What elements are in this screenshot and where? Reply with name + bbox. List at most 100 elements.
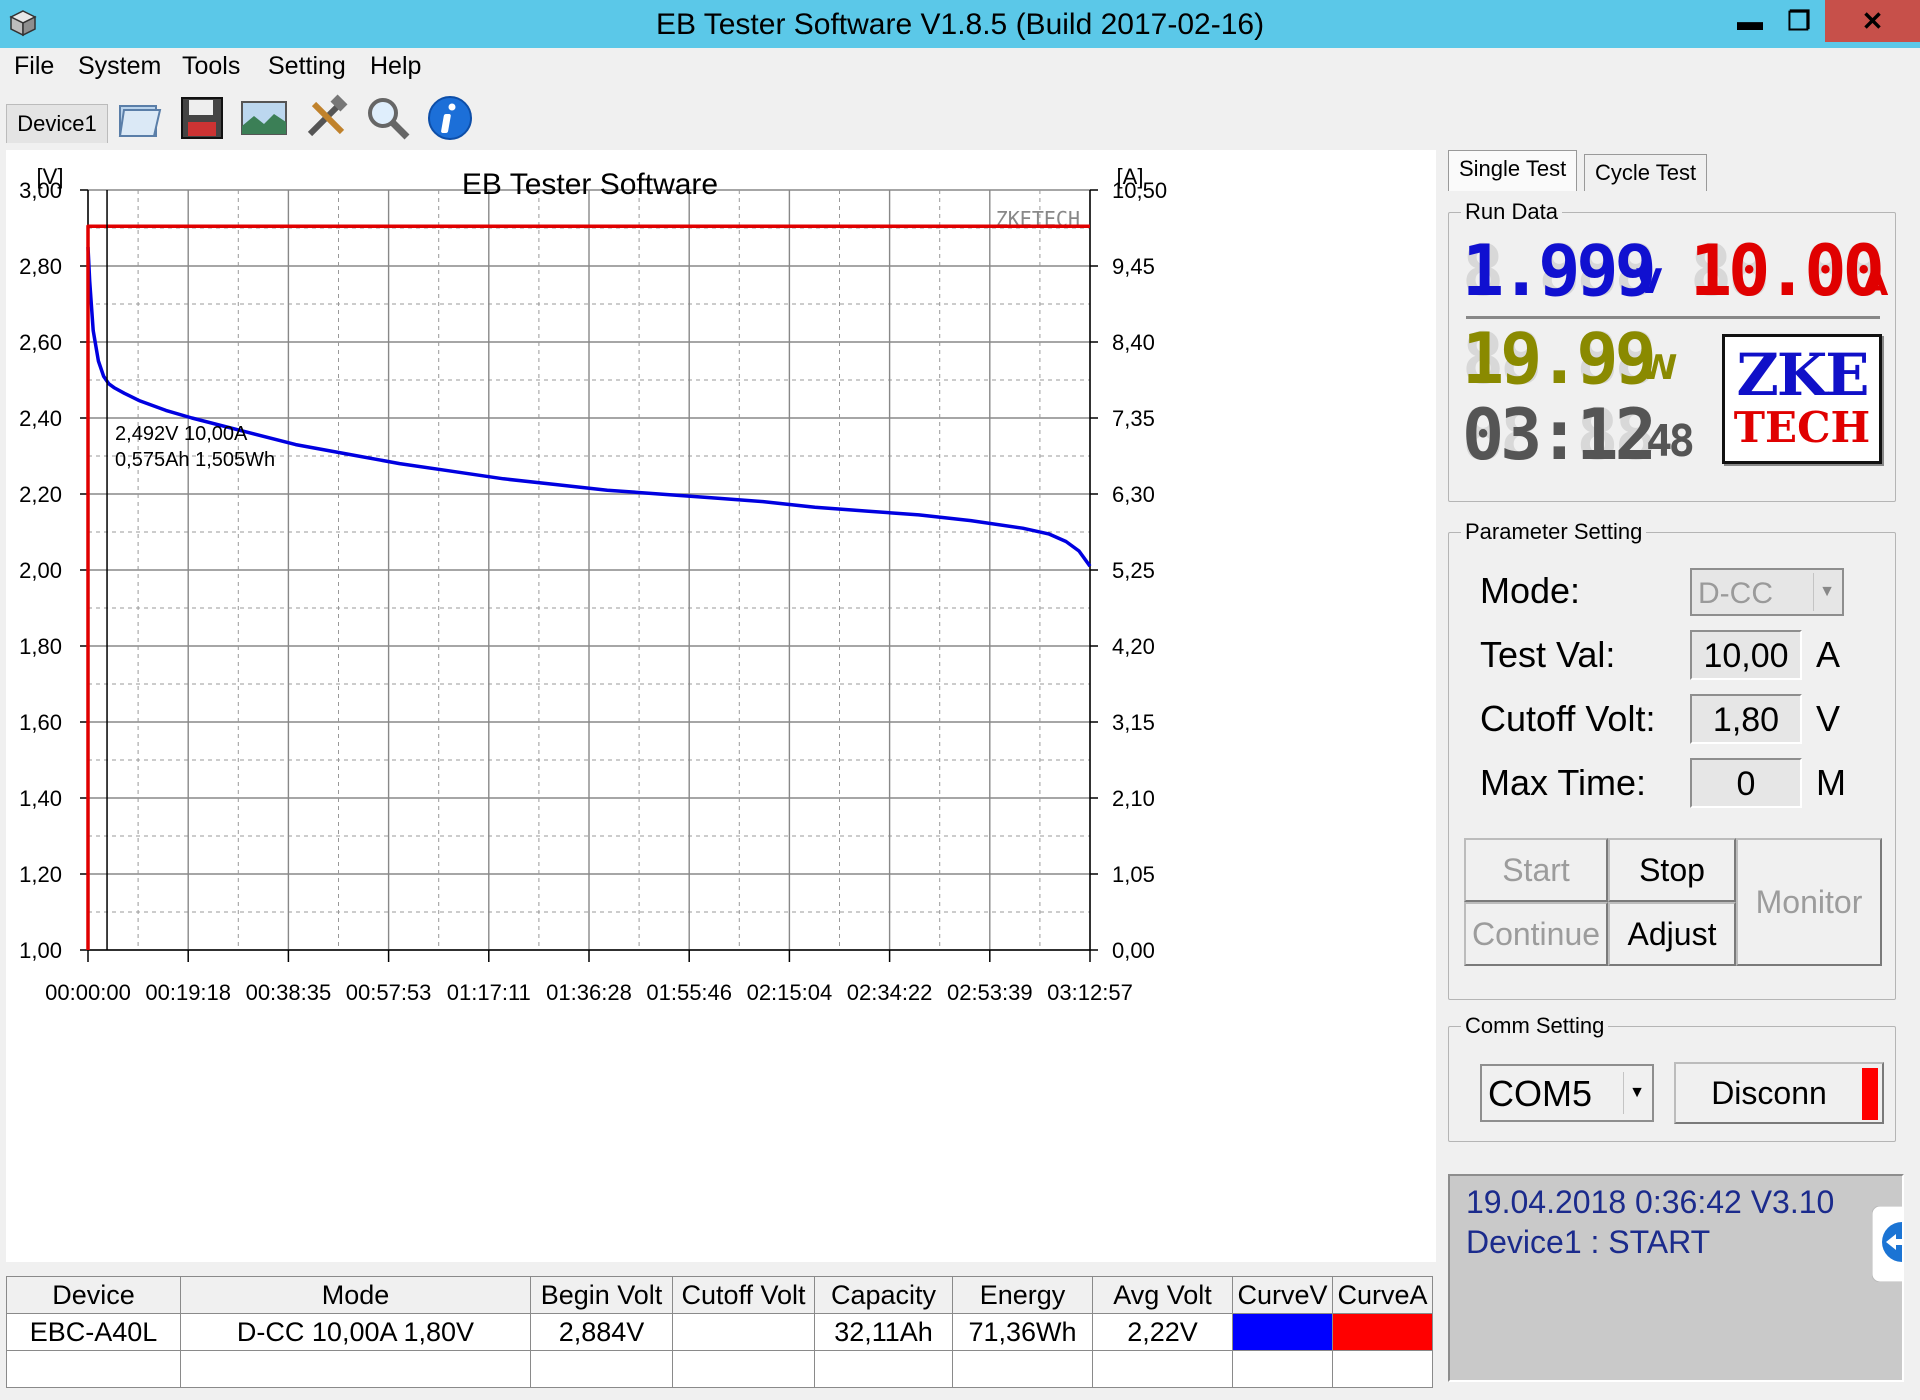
voltage-unit: V [1636,262,1663,302]
window-title: EB Tester Software V1.8.5 (Build 2017-02… [655,8,1265,41]
series-line-current [86,224,1090,950]
current-readout: 10.00 [1690,230,1885,312]
disconnect-button[interactable]: Disconn [1674,1062,1884,1124]
y-right-tick-label: 10,50 [1112,178,1167,203]
max-time-input[interactable]: 0 [1690,758,1802,808]
com-port-select[interactable]: COM5 ▼ [1480,1064,1654,1122]
run-data-divider [1466,316,1880,319]
menu-tools[interactable]: Tools [182,52,241,80]
chart-panel: 3,00 2,80 2,60 2,40 2,20 2,00 1,80 1,60 1,40 1,20… [6,150,1436,1262]
x-tick-label: 02:15:04 [747,980,833,1005]
column-header[interactable]: Mode [180,1276,531,1314]
log-line-status: Device1 : START [1466,1224,1711,1260]
cell-mode: D-CC 10,00A 1,80V [180,1313,531,1351]
maximize-button[interactable]: ❐ [1787,5,1811,36]
column-header[interactable]: Avg Volt [1092,1276,1233,1314]
x-tick-label: 00:00:00 [45,980,131,1005]
power-unit: W [1640,348,1678,388]
parameter-setting-group: Parameter Setting [1448,519,1896,1000]
toolbar: Device1 [0,90,1920,146]
log-line-timestamp: 19.04.2018 0:36:42 V3.10 [1466,1184,1835,1220]
y-right-axis-label: [A] [1117,164,1144,189]
cell-capacity: 32,11Ah [814,1313,953,1351]
image-icon[interactable] [238,92,290,144]
series-line-voltage [86,246,1092,568]
x-tick-label: 01:17:11 [447,980,531,1005]
column-header[interactable]: Cutoff Volt [672,1276,815,1314]
chart: 3,00 2,80 2,60 2,40 2,20 2,00 1,80 1,60 1,40 1,20… [19,164,1167,1005]
table-header-row: Device Mode Begin Volt Cutoff Volt Capac… [6,1276,1433,1314]
status-log: 19.04.2018 0:36:42 V3.10 Device1 : START [1448,1174,1904,1382]
menu-help[interactable]: Help [370,52,422,80]
stop-button[interactable]: Stop [1608,838,1736,902]
cell-empty [180,1350,531,1388]
com-port-value: COM5 [1488,1073,1593,1114]
adjust-button[interactable]: Adjust [1608,902,1736,966]
mode-select[interactable]: D-CC ▼ [1690,568,1844,616]
cursor-label-line2: 0,575Ah 1,505Wh [115,449,275,471]
device-tab[interactable]: Device1 [6,104,108,143]
monitor-button[interactable]: Monitor [1736,838,1882,966]
tab-single-test[interactable]: Single Test [1448,150,1578,191]
table-row[interactable] [6,1350,1433,1388]
column-header[interactable]: Capacity [814,1276,953,1314]
continue-button[interactable]: Continue [1464,902,1608,966]
x-tick-label: 03:12:57 [1047,980,1133,1005]
test-val-input[interactable]: 10,00 [1690,630,1802,680]
max-time-label: Max Time: [1480,762,1647,803]
voltage-readout: 1.999 [1462,230,1657,312]
column-header[interactable]: Begin Volt [530,1276,673,1314]
column-header[interactable]: CurveV [1232,1276,1333,1314]
power-readout: 19.99 [1462,318,1657,400]
y-left-tick-label: 1,60 [19,710,62,735]
x-tick-label: 02:34:22 [847,980,933,1005]
title-bar: EB Tester Software V1.8.5 (Build 2017-02… [0,0,1920,48]
teamviewer-icon[interactable] [1872,1206,1904,1282]
save-icon[interactable] [176,92,228,144]
minimize-button[interactable]: ▬ [1737,5,1763,36]
column-header[interactable]: Device [6,1276,181,1314]
cell-empty [952,1350,1093,1388]
power-ghost: 88.88 [1462,318,1657,400]
y-right-tick-label: 1,05 [1112,862,1155,887]
info-icon[interactable] [424,92,476,144]
x-tick-label: 01:36:28 [546,980,632,1005]
y-right-tick-label: 7,35 [1112,406,1155,431]
y-left-tick-label: 2,80 [19,254,62,279]
chevron-down-icon[interactable]: ▼ [1813,573,1840,611]
chevron-down-icon[interactable]: ▼ [1623,1072,1650,1114]
cell-empty [1092,1350,1233,1388]
x-tick-label: 00:57:53 [346,980,432,1005]
y-left-tick-label: 2,40 [19,406,62,431]
cell-energy: 71,36Wh [952,1313,1093,1351]
voltage-ghost: 8.888 [1462,230,1657,312]
comm-setting-group: Comm Setting [1448,1013,1896,1142]
y-right-tick-label: 0,00 [1112,938,1155,963]
start-button[interactable]: Start [1464,838,1608,902]
tab-cycle-test[interactable]: Cycle Test [1584,154,1708,191]
menu-system[interactable]: System [78,52,162,80]
menu-setting[interactable]: Setting [268,52,346,80]
close-button[interactable]: ✕ [1825,0,1920,42]
mode-value: D-CC [1698,577,1773,610]
column-header[interactable]: Energy [952,1276,1093,1314]
cutoff-volt-input[interactable]: 1,80 [1690,694,1802,744]
tools-icon[interactable] [300,92,352,144]
table-row[interactable]: EBC-A40L D-CC 10,00A 1,80V 2,884V 32,11A… [6,1313,1433,1351]
open-folder-icon[interactable] [114,92,166,144]
cell-curve-a-swatch[interactable] [1332,1313,1433,1351]
menu-file[interactable]: File [14,52,55,80]
y-right-tick-label: 4,20 [1112,634,1155,659]
cell-avg-volt: 2,22V [1092,1313,1233,1351]
current-unit: A [1862,264,1889,304]
current-ghost: 88.88 [1690,230,1885,312]
cell-empty [530,1350,673,1388]
column-header[interactable]: CurveA [1332,1276,1433,1314]
comm-setting-title: Comm Setting [1461,1013,1609,1039]
cell-curve-v-swatch[interactable] [1232,1313,1333,1351]
search-icon[interactable] [362,92,414,144]
disconnect-label: Disconn [1711,1074,1827,1111]
run-data-group: Run Data [1448,199,1896,502]
zketech-logo: ZKE TECH [1722,334,1882,464]
y-right-tick-label: 3,15 [1112,710,1155,735]
